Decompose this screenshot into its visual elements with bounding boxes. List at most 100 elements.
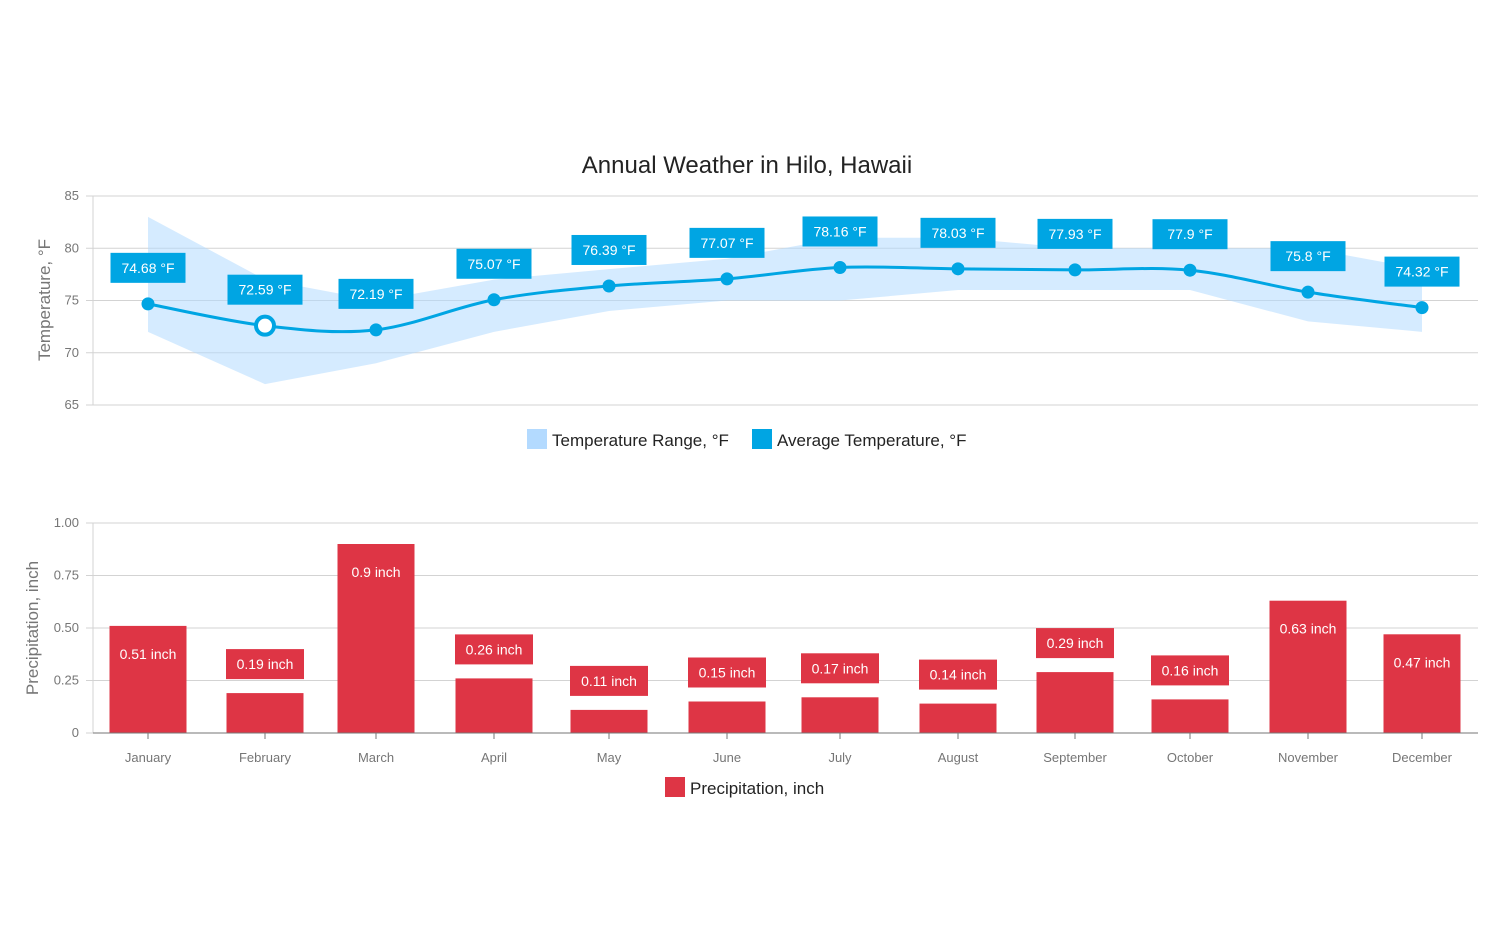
precipitation-label: 0.47 inch: [1394, 654, 1451, 670]
precipitation-bar[interactable]: [570, 709, 648, 733]
average-temperature-point[interactable]: [141, 297, 155, 311]
average-temperature-point[interactable]: [833, 260, 847, 274]
average-temperature-label-box: [456, 248, 532, 279]
average-temperature-line[interactable]: [147, 265, 1423, 334]
average-temperature-label: 72.59 °F: [238, 282, 291, 298]
precipitation-label: 0.15 inch: [699, 665, 756, 681]
average-temperature-label: 78.03 °F: [931, 225, 984, 241]
precipitation-y-tick-label: 0: [72, 725, 79, 740]
average-temperature-label: 77.93 °F: [1048, 226, 1101, 242]
precipitation-series[interactable]: [109, 544, 1461, 734]
average-temperature-label-box: [227, 274, 303, 305]
chart-title: Annual Weather in Hilo, Hawaii: [582, 152, 912, 179]
precipitation-bar[interactable]: [1269, 600, 1347, 733]
average-temperature-label-box: [920, 217, 996, 248]
legend-swatch-average-temperature: [752, 429, 772, 449]
legend-label-temperature-range: Temperature Range, °F: [552, 431, 729, 450]
x-tick-label: January: [125, 750, 172, 765]
temperature-y-tick-label: 75: [65, 293, 79, 308]
x-tick-label: April: [481, 750, 507, 765]
precipitation-label: 0.51 inch: [120, 646, 177, 662]
average-temperature-label: 75.8 °F: [1285, 248, 1330, 264]
legend-label-average-temperature: Average Temperature, °F: [777, 431, 967, 450]
x-tick-label: July: [828, 750, 852, 765]
precipitation-label: 0.16 inch: [1162, 662, 1219, 678]
average-temperature-label: 78.16 °F: [813, 223, 866, 239]
average-temperature-label-box: [689, 227, 765, 258]
average-temperature-point[interactable]: [487, 293, 501, 307]
precipitation-bar[interactable]: [455, 678, 533, 733]
precipitation-bar[interactable]: [1036, 672, 1114, 733]
temperature-panel: 85 80 75 70 65 Temperature, °F 74.68 °F 72.59…: [35, 188, 1478, 450]
x-tick-label: October: [1167, 750, 1214, 765]
average-temperature-label-box: [338, 278, 414, 309]
precipitation-label-box: [226, 649, 304, 680]
precipitation-y-axis-title: Precipitation, inch: [23, 561, 42, 695]
average-temperature-point[interactable]: [1183, 263, 1197, 277]
average-temperature-point[interactable]: [1068, 263, 1082, 277]
precipitation-label: 0.17 inch: [812, 660, 869, 676]
average-temperature-label-box: [802, 216, 878, 247]
temperature-range-area[interactable]: [148, 216, 1422, 385]
average-temperature-label: 75.07 °F: [467, 256, 520, 272]
precipitation-y-tick-label: 1.00: [54, 515, 79, 530]
precipitation-y-ticks: 1.00 0.75 0.50 0.25 0: [54, 515, 94, 740]
average-temperature-label-box: [1152, 219, 1228, 250]
x-tick-label: August: [938, 750, 979, 765]
average-temperature-label-box: [571, 234, 647, 265]
average-temperature-point[interactable]: [369, 323, 383, 337]
precipitation-bar[interactable]: [801, 697, 879, 733]
precipitation-label: 0.9 inch: [351, 564, 400, 580]
x-tick-label: February: [239, 750, 292, 765]
average-temperature-label: 72.19 °F: [349, 286, 402, 302]
average-temperature-label-box: [1037, 218, 1113, 249]
average-temperature-label-box: [1270, 241, 1346, 272]
precipitation-label: 0.11 inch: [581, 673, 637, 689]
temperature-range-series[interactable]: [148, 216, 1422, 385]
precipitation-bar[interactable]: [688, 701, 766, 734]
average-temperature-point[interactable]: [951, 262, 965, 276]
precipitation-bar[interactable]: [919, 703, 997, 733]
temperature-y-tick-label: 65: [65, 397, 79, 412]
average-temperature-label: 77.07 °F: [700, 235, 753, 251]
temperature-legend: Temperature Range, °F Average Temperatur…: [527, 429, 967, 450]
legend-item-precipitation[interactable]: Precipitation, inch: [665, 777, 824, 798]
precipitation-label: 0.29 inch: [1047, 635, 1104, 651]
precipitation-label-box: [1151, 655, 1229, 686]
temperature-y-axis-title: Temperature, °F: [35, 239, 54, 361]
average-temperature-point-hovered[interactable]: [254, 314, 276, 337]
legend-label-precipitation: Precipitation, inch: [690, 779, 824, 798]
precipitation-bar[interactable]: [337, 544, 415, 733]
precipitation-label-box: [801, 653, 879, 684]
precipitation-bar[interactable]: [1151, 699, 1229, 733]
x-tick-label: May: [597, 750, 622, 765]
x-tick-label: March: [358, 750, 394, 765]
x-tick-label: September: [1043, 750, 1107, 765]
legend-swatch-temperature-range: [527, 429, 547, 449]
x-tick-label: June: [713, 750, 741, 765]
average-temperature-series[interactable]: [141, 260, 1429, 337]
x-tick-label: December: [1392, 750, 1453, 765]
precipitation-bar[interactable]: [226, 693, 304, 733]
precipitation-label-box: [919, 659, 997, 690]
average-temperature-label-box: [1384, 256, 1460, 287]
precipitation-label: 0.14 inch: [930, 667, 987, 683]
precipitation-label: 0.26 inch: [466, 641, 523, 657]
precipitation-label: 0.63 inch: [1280, 621, 1337, 637]
precipitation-bar[interactable]: [109, 625, 187, 733]
precipitation-legend: Precipitation, inch: [665, 777, 824, 798]
average-temperature-label: 74.68 °F: [121, 260, 174, 276]
legend-item-average-temperature[interactable]: Average Temperature, °F: [752, 429, 967, 450]
average-temperature-point[interactable]: [1301, 285, 1315, 299]
temperature-y-ticks: 85 80 75 70 65: [65, 188, 94, 412]
average-temperature-point[interactable]: [1415, 301, 1429, 315]
legend-item-temperature-range[interactable]: Temperature Range, °F: [527, 429, 729, 450]
average-temperature-point[interactable]: [720, 272, 734, 286]
average-temperature-label: 76.39 °F: [582, 242, 635, 258]
average-temperature-point[interactable]: [602, 279, 616, 293]
precipitation-y-tick-label: 0.50: [54, 620, 79, 635]
precipitation-label-box: [688, 657, 766, 688]
precipitation-label: 0.19 inch: [237, 656, 294, 672]
precipitation-label-box: [570, 665, 648, 696]
precipitation-bar[interactable]: [1383, 634, 1461, 733]
